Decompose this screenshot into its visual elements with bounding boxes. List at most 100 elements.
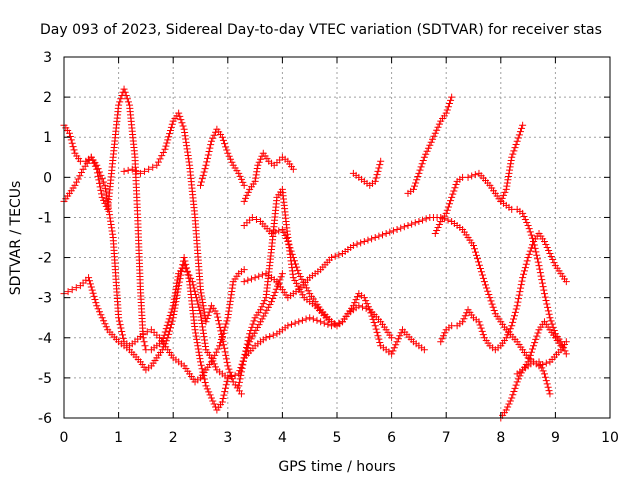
interp-marker [201, 165, 209, 173]
interp-marker [209, 397, 217, 405]
interp-marker [478, 271, 486, 279]
interp-marker [468, 172, 476, 180]
interp-marker [302, 315, 310, 323]
data-point [366, 306, 374, 314]
interp-marker [271, 228, 279, 236]
interp-marker [445, 200, 453, 208]
interp-marker [192, 332, 200, 340]
interp-marker [228, 158, 236, 166]
interp-marker [271, 288, 279, 296]
interp-marker [89, 289, 97, 297]
data-point [145, 165, 153, 173]
interp-marker [223, 146, 231, 154]
data-point [519, 121, 527, 129]
interp-marker [320, 319, 328, 327]
interp-marker [514, 298, 522, 306]
data-point [513, 302, 521, 310]
interp-marker [544, 303, 552, 311]
data-point [524, 221, 532, 229]
interp-marker [313, 316, 321, 324]
interp-marker [362, 297, 370, 305]
axis-ticks: 0 1 2 3 4 5 6 7 8 9 10 -6 -5 -4 -3 -2 -1 0 1 2 3 [38, 50, 619, 446]
interp-marker [68, 139, 76, 147]
data-point [349, 302, 357, 310]
y-tick-label: 2 [43, 90, 52, 106]
data-point [371, 177, 379, 185]
interp-marker [478, 327, 486, 335]
interp-marker [527, 348, 535, 356]
interp-marker [195, 351, 203, 359]
interp-marker [222, 351, 230, 359]
interp-marker [195, 303, 203, 311]
x-tick-label: 2 [169, 430, 178, 446]
interp-marker [210, 400, 218, 408]
interp-marker [523, 218, 531, 226]
interp-marker [209, 357, 217, 365]
interp-marker [290, 257, 298, 265]
data-point [278, 225, 286, 233]
interp-marker [242, 194, 250, 202]
interp-marker [526, 247, 534, 255]
data-point [115, 101, 123, 109]
interp-marker [98, 314, 106, 322]
interp-marker [182, 264, 190, 272]
interp-marker [177, 271, 185, 279]
interp-marker [304, 287, 312, 295]
interp-marker [550, 259, 558, 267]
data-point [257, 306, 265, 314]
data-point [540, 290, 548, 298]
data-point [442, 109, 450, 117]
interp-marker [170, 311, 178, 319]
interp-marker [486, 294, 494, 302]
interp-marker [514, 134, 522, 142]
y-axis-label: SDTVAR / TECUs [8, 181, 24, 296]
data-point [175, 282, 183, 290]
interp-marker [77, 169, 85, 177]
interp-marker [498, 194, 506, 202]
interp-marker [141, 167, 149, 175]
interp-marker [479, 274, 487, 282]
interp-marker [124, 166, 132, 174]
data-point [136, 169, 144, 177]
interp-marker [90, 159, 98, 167]
data-point [235, 382, 243, 390]
data-point [540, 370, 548, 378]
interp-marker [369, 315, 377, 323]
interp-marker [435, 120, 443, 128]
data-point [442, 209, 450, 217]
interp-marker [515, 291, 523, 299]
interp-marker [411, 182, 419, 190]
interp-marker [244, 337, 252, 345]
interp-marker [507, 160, 515, 168]
interp-marker [470, 245, 478, 253]
data-point [295, 318, 303, 326]
data-point [98, 193, 106, 201]
interp-marker [237, 368, 245, 376]
interp-marker [245, 333, 253, 341]
interp-marker [367, 309, 375, 317]
interp-marker [96, 183, 104, 191]
x-tick-label: 1 [114, 430, 123, 446]
interp-marker [221, 140, 229, 148]
interp-marker [269, 331, 277, 339]
data-point [289, 274, 297, 282]
data-point [328, 322, 336, 330]
interp-marker [505, 169, 513, 177]
interp-marker [220, 344, 228, 352]
data-point [530, 238, 538, 246]
interp-marker [287, 247, 295, 255]
interp-marker [223, 358, 231, 366]
interp-marker [518, 277, 526, 285]
interp-marker [447, 96, 455, 104]
interp-marker [101, 185, 109, 193]
interp-marker [198, 295, 206, 303]
data-point [248, 213, 256, 221]
interp-marker [236, 172, 244, 180]
interp-marker [374, 167, 382, 175]
data-point [513, 378, 521, 386]
interp-marker [98, 175, 106, 183]
interp-marker [488, 300, 496, 308]
interp-marker [220, 341, 228, 349]
interp-marker [210, 360, 218, 368]
interp-marker [331, 320, 339, 328]
